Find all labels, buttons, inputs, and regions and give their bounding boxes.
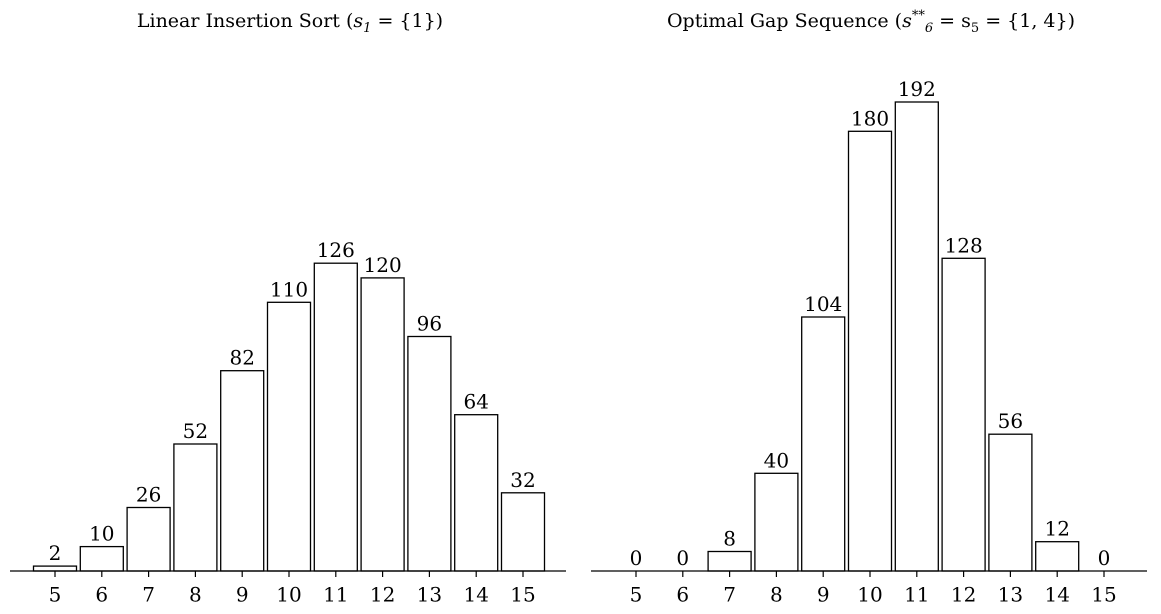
bar-right-14: [1035, 541, 1080, 572]
x-tick-label-left-5: 5: [49, 583, 62, 607]
data-label-right-7: 8: [723, 527, 736, 551]
chart-title-right-math: s**6: [902, 8, 934, 36]
bar-left-5: [32, 565, 78, 572]
x-tick-label-left-11: 11: [323, 583, 348, 607]
x-tick-label-left-7: 7: [142, 583, 155, 607]
chart-title-left-math: s1: [353, 10, 372, 36]
data-label-right-12: 128: [945, 233, 983, 257]
x-tick-label-right-14: 14: [1044, 583, 1069, 607]
bar-right-13: [988, 433, 1033, 572]
data-label-right-6: 0: [676, 546, 689, 570]
data-label-left-5: 2: [49, 541, 62, 565]
data-label-right-9: 104: [804, 292, 842, 316]
data-label-left-8: 52: [183, 419, 208, 443]
x-tick-label-left-10: 10: [276, 583, 301, 607]
x-tick-label-right-8: 8: [770, 583, 783, 607]
bar-right-9: [801, 316, 846, 572]
chart-panel-left: Linear Insertion Sort (s1 = {1}) 5 2 6 10 7 2…: [0, 0, 580, 614]
bar-right-10: [847, 130, 893, 572]
bar-left-8: [173, 443, 218, 572]
x-tick-label-right-11: 11: [904, 583, 929, 607]
bar-left-6: [79, 545, 124, 572]
data-label-left-10: 110: [270, 277, 308, 301]
data-label-right-10: 180: [851, 106, 889, 130]
data-label-left-7: 26: [136, 483, 161, 507]
x-tick-label-left-8: 8: [189, 583, 202, 607]
data-label-right-15: 0: [1098, 546, 1111, 570]
x-tick-label-left-9: 9: [236, 583, 249, 607]
data-label-left-9: 82: [229, 346, 254, 370]
x-tick-label-left-6: 6: [95, 583, 108, 607]
x-tick-label-right-13: 13: [998, 583, 1023, 607]
x-tick-label-right-12: 12: [951, 583, 976, 607]
chart-title-left: Linear Insertion Sort (s1 = {1}): [136, 10, 444, 36]
data-label-right-8: 40: [764, 448, 789, 472]
x-tick-label-right-7: 7: [723, 583, 736, 607]
bar-right-11: [894, 101, 939, 572]
bar-left-12: [360, 277, 405, 572]
x-tick-label-right-6: 6: [676, 583, 689, 607]
x-tick-label-right-9: 9: [817, 583, 830, 607]
bar-left-15: [500, 492, 546, 572]
data-label-left-13: 96: [417, 312, 442, 336]
data-label-left-11: 126: [317, 238, 355, 262]
data-label-right-13: 56: [998, 409, 1023, 433]
bar-left-7: [126, 506, 171, 572]
data-label-right-5: 0: [630, 546, 643, 570]
bar-right-12: [941, 257, 986, 572]
bar-right-8: [754, 472, 799, 572]
data-label-right-11: 192: [898, 77, 936, 101]
bar-right-7: [707, 550, 752, 572]
x-tick-label-left-13: 13: [417, 583, 442, 607]
data-label-left-12: 120: [364, 253, 402, 277]
bar-left-14: [454, 414, 499, 572]
bar-chart-right: 5 0 6 0 7 8 8 40 9 104 10 180 11 192 12 128 13 56 14 12 15 0: [591, 77, 1147, 607]
data-label-right-14: 12: [1044, 517, 1069, 541]
x-tick-label-right-5: 5: [630, 583, 643, 607]
bar-left-11: [313, 262, 358, 572]
data-label-left-15: 32: [510, 468, 535, 492]
chart-title-right: Optimal Gap Sequence (s**6 = s5 = {1, 4}…: [666, 8, 1076, 36]
bar-left-13: [407, 335, 452, 572]
x-tick-label-right-15: 15: [1091, 583, 1116, 607]
x-tick-label-left-15: 15: [510, 583, 535, 607]
x-tick-label-left-12: 12: [370, 583, 395, 607]
data-label-left-14: 64: [463, 390, 488, 414]
x-tick-label-right-10: 10: [857, 583, 882, 607]
bar-chart-left: 5261072685298210110111261212013961464153…: [10, 238, 566, 607]
bar-left-10: [266, 301, 312, 572]
data-label-left-6: 10: [89, 522, 114, 546]
chart-panel-right: Optimal Gap Sequence (s**6 = s5 = {1, 4}…: [581, 0, 1161, 614]
x-tick-label-left-14: 14: [463, 583, 488, 607]
bar-left-9: [220, 370, 265, 572]
